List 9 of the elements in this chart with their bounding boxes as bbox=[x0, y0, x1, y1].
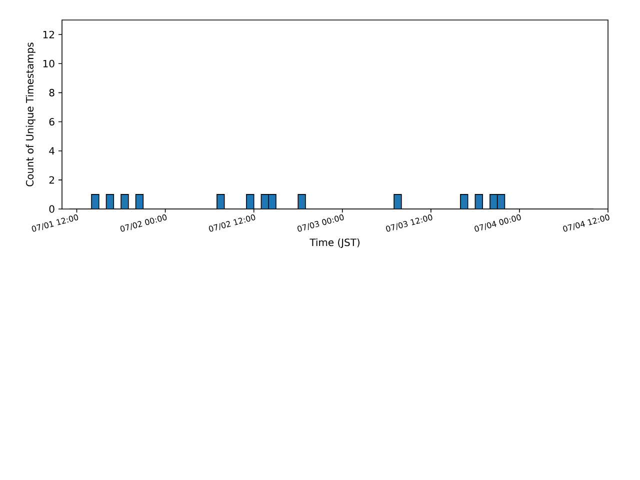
y-tick-label: 12 bbox=[43, 30, 54, 38]
y-tick-label: 4 bbox=[49, 147, 54, 154]
y-tick-label: 10 bbox=[43, 60, 54, 68]
x-axis-title: Time (JST) bbox=[310, 238, 360, 248]
y-tick-label: 8 bbox=[49, 88, 54, 96]
y-tick-label: 0 bbox=[49, 205, 54, 213]
y-tick-label: 2 bbox=[49, 176, 54, 184]
y-tick-label: 6 bbox=[49, 118, 54, 126]
y-axis-title: Count of Unique Timestamps bbox=[26, 42, 36, 186]
